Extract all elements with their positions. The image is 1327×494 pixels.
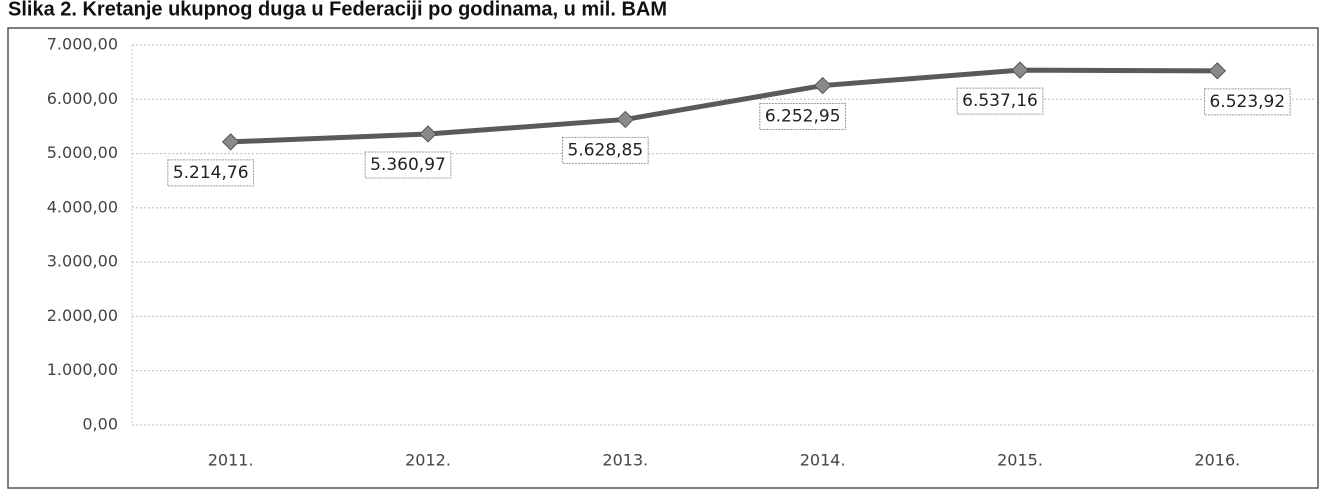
y-tick-label: 0,00 — [82, 415, 118, 434]
data-label-box — [759, 103, 847, 131]
data-label: 5.214,76 — [173, 163, 249, 183]
data-label: 5.360,97 — [370, 155, 446, 175]
marker — [813, 76, 832, 95]
x-tick-label: 2012. — [405, 451, 451, 470]
marker — [1208, 62, 1227, 80]
data-label: 6.252,95 — [765, 107, 841, 127]
data-label: 6.523,92 — [1209, 92, 1285, 112]
data-label: 6.537,16 — [962, 91, 1038, 111]
x-tick-label: 2013. — [602, 451, 648, 470]
marker — [1011, 61, 1029, 79]
marker — [419, 125, 437, 143]
line — [230, 67, 1218, 145]
data-label-box — [1203, 88, 1291, 116]
marker — [616, 110, 635, 129]
chart-title: Slika 2. Kretanje ukupnog duga u Federac… — [8, 0, 667, 20]
y-tick-label: 6.000,00 — [47, 89, 118, 108]
x-tick-label: 2015. — [997, 451, 1043, 470]
y-tick-label: 4.000,00 — [47, 197, 118, 216]
data-label-box — [167, 159, 255, 187]
y-tick-label: 1.000,00 — [47, 360, 118, 379]
data-label-box — [956, 87, 1044, 115]
y-tick-label: 2.000,00 — [47, 306, 118, 325]
y-tick-label: 7.000,00 — [47, 35, 118, 54]
data-label-box — [561, 136, 649, 164]
x-tick-label: 2016. — [1194, 451, 1240, 470]
y-tick-label: 3.000,00 — [47, 252, 118, 271]
y-tick-label: 5.000,00 — [47, 143, 118, 162]
data-label-box — [364, 151, 452, 179]
x-tick-label: 2014. — [800, 451, 846, 470]
data-label: 5.628,85 — [567, 140, 643, 160]
x-tick-label: 2011. — [208, 451, 254, 470]
marker — [221, 133, 240, 151]
chart-frame — [7, 27, 1319, 489]
